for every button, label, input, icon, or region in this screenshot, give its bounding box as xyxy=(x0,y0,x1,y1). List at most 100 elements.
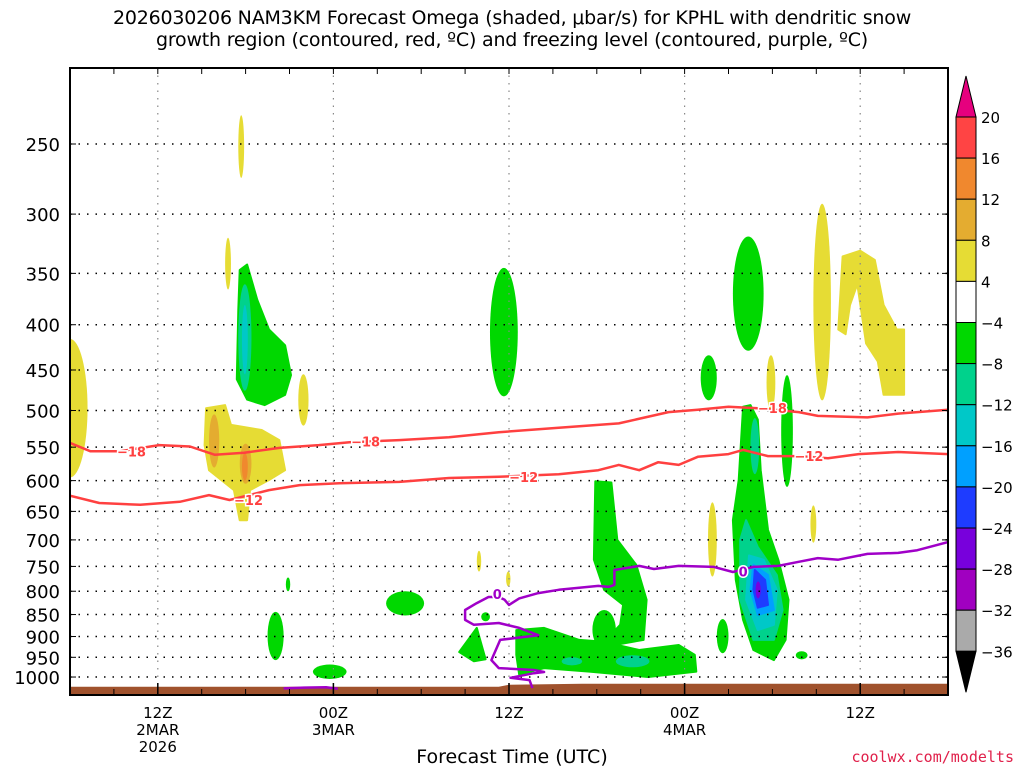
y-tick-label: 250 xyxy=(26,135,60,156)
omega-region xyxy=(241,452,248,481)
contour-label: −18 xyxy=(117,445,146,460)
omega-region xyxy=(752,569,769,609)
omega-region xyxy=(708,502,717,577)
chart-title-line-2: growth region (contoured, red, ºC) and f… xyxy=(155,29,869,51)
colorbar-bin xyxy=(955,486,977,529)
y-tick-label: 1000 xyxy=(14,668,60,689)
colorbar-bin xyxy=(955,568,977,611)
omega-region xyxy=(489,267,518,397)
y-tick-label: 550 xyxy=(26,438,60,459)
contour-label: −18 xyxy=(758,402,787,417)
omega-region xyxy=(238,115,245,178)
colorbar-label: −12 xyxy=(981,397,1013,415)
omega-region xyxy=(700,355,717,401)
colorbar-bin xyxy=(955,527,977,570)
x-tick-label: 12Z xyxy=(494,704,523,722)
colorbar-label: −24 xyxy=(981,520,1013,538)
colorbar-under-arrow xyxy=(955,650,977,693)
colorbar-label: 8 xyxy=(981,232,991,250)
contour-label: −12 xyxy=(509,471,538,486)
omega-region xyxy=(298,374,309,426)
colorbar-bin xyxy=(955,445,977,488)
y-tick-label: 750 xyxy=(26,557,60,578)
contour-line xyxy=(463,540,948,689)
omega-region xyxy=(592,609,616,650)
omega-region xyxy=(235,263,292,407)
colorbar-bin xyxy=(955,404,977,447)
contour-label: −12 xyxy=(234,494,263,509)
gridlines xyxy=(70,68,948,695)
omega-region xyxy=(209,414,220,468)
colorbar-label: 20 xyxy=(981,109,1000,127)
x-tick-label: 2MAR xyxy=(136,721,179,739)
contour-line xyxy=(70,448,948,507)
omega-region xyxy=(225,237,231,290)
x-tick-label: 4MAR xyxy=(663,721,706,739)
omega-region xyxy=(813,203,831,401)
y-tick-label: 850 xyxy=(26,606,60,627)
omega-region xyxy=(458,626,487,663)
omega-region xyxy=(795,651,808,660)
colorbar-label: −4 xyxy=(981,315,1003,333)
colorbar-bin xyxy=(955,363,977,406)
omega-region xyxy=(732,236,764,351)
colorbar-label: −32 xyxy=(981,602,1013,620)
colorbar: 20 16 12 8 4 −4 −8 −12 −16 −20 −24 −28 −32 −36 xyxy=(955,75,1013,693)
y-tick-label: 950 xyxy=(26,648,60,669)
contours: −18 −18 −18 −12 −12 −12 0 0 xyxy=(70,401,948,691)
y-tick-label: 400 xyxy=(26,316,60,337)
omega-region xyxy=(506,571,511,587)
y-axis: 2503003504004505005506006507007508008509… xyxy=(14,135,948,689)
colorbar-label: −16 xyxy=(981,438,1013,456)
colorbar-bin xyxy=(955,116,977,159)
omega-region xyxy=(592,480,648,649)
omega-region xyxy=(312,664,347,679)
y-tick-label: 350 xyxy=(26,264,60,285)
y-tick-label: 300 xyxy=(26,205,60,226)
x-tick-label: 00Z xyxy=(670,704,699,722)
omega-region xyxy=(766,355,776,411)
colorbar-bin xyxy=(955,198,977,241)
y-tick-label: 500 xyxy=(26,402,60,423)
contour-label: 0 xyxy=(493,588,502,603)
omega-region xyxy=(716,619,729,654)
contour-label: −12 xyxy=(794,450,823,465)
contour-label: 0 xyxy=(739,566,748,581)
omega-region xyxy=(481,612,490,622)
colorbar-label: 12 xyxy=(981,191,1000,209)
colorbar-label: −20 xyxy=(981,479,1013,497)
contour-line xyxy=(70,405,948,457)
y-tick-label: 600 xyxy=(26,472,60,493)
omega-region xyxy=(615,655,650,668)
colorbar-over-arrow xyxy=(955,75,977,118)
y-tick-label: 800 xyxy=(26,582,60,603)
omega-region xyxy=(781,375,793,487)
colorbar-label: −8 xyxy=(981,356,1003,374)
contour-label: −18 xyxy=(351,436,380,451)
contour-line xyxy=(283,686,338,691)
colorbar-bin xyxy=(955,322,977,365)
y-tick-label: 700 xyxy=(26,531,60,552)
colorbar-bin xyxy=(955,280,977,323)
omega-region xyxy=(386,591,425,616)
omega-region xyxy=(267,611,284,661)
colorbar-bin xyxy=(955,157,977,200)
omega-region xyxy=(70,338,88,478)
y-tick-label: 900 xyxy=(26,628,60,649)
omega-region xyxy=(755,581,761,599)
omega-region xyxy=(837,249,906,396)
credit-link[interactable]: coolwx.com/modelts xyxy=(851,748,1014,766)
x-tick-label: 3MAR xyxy=(312,721,355,739)
x-tick-label: 12Z xyxy=(143,704,172,722)
colorbar-label: −28 xyxy=(981,561,1013,579)
y-tick-label: 450 xyxy=(26,361,60,382)
colorbar-label: 16 xyxy=(981,150,1000,168)
y-tick-label: 650 xyxy=(26,502,60,523)
omega-region xyxy=(476,550,482,572)
colorbar-bin xyxy=(955,239,977,282)
omega-region xyxy=(561,657,583,666)
chart-title-line-1: 2026030206 NAM3KM Forecast Omega (shaded… xyxy=(112,7,912,29)
x-tick-label: 2026 xyxy=(139,738,177,756)
